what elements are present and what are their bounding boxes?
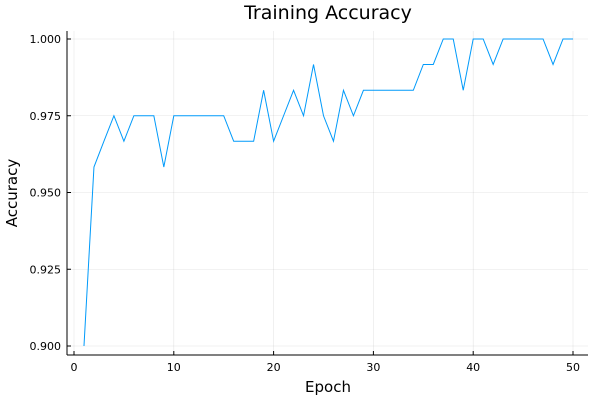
- x-tick-label-3: 30: [366, 361, 380, 374]
- x-tick-label-1: 10: [167, 361, 181, 374]
- y-axis-title: Accuracy: [3, 159, 21, 228]
- x-tick-label-2: 20: [267, 361, 281, 374]
- grid: [67, 31, 588, 355]
- x-tick-label-4: 40: [466, 361, 480, 374]
- series-line-0: [83, 38, 573, 347]
- axes: [66, 31, 588, 356]
- y-tick-label-2: 0.950: [30, 187, 62, 200]
- y-tick-label-1: 0.925: [30, 263, 62, 276]
- x-tick-label-0: 0: [71, 361, 78, 374]
- y-tick-label-4: 1.000: [30, 33, 62, 46]
- y-tick-label-0: 0.900: [30, 340, 62, 353]
- y-tick-label-3: 0.975: [30, 110, 62, 123]
- x-tick-label-5: 50: [566, 361, 580, 374]
- x-axis-title: Epoch: [305, 378, 351, 396]
- chart-title: Training Accuracy: [243, 2, 412, 24]
- tick-labels: 0 10 20 30 40 50 0.900 0.925 0.950 0.975 1.000: [30, 33, 581, 374]
- series: [83, 38, 573, 347]
